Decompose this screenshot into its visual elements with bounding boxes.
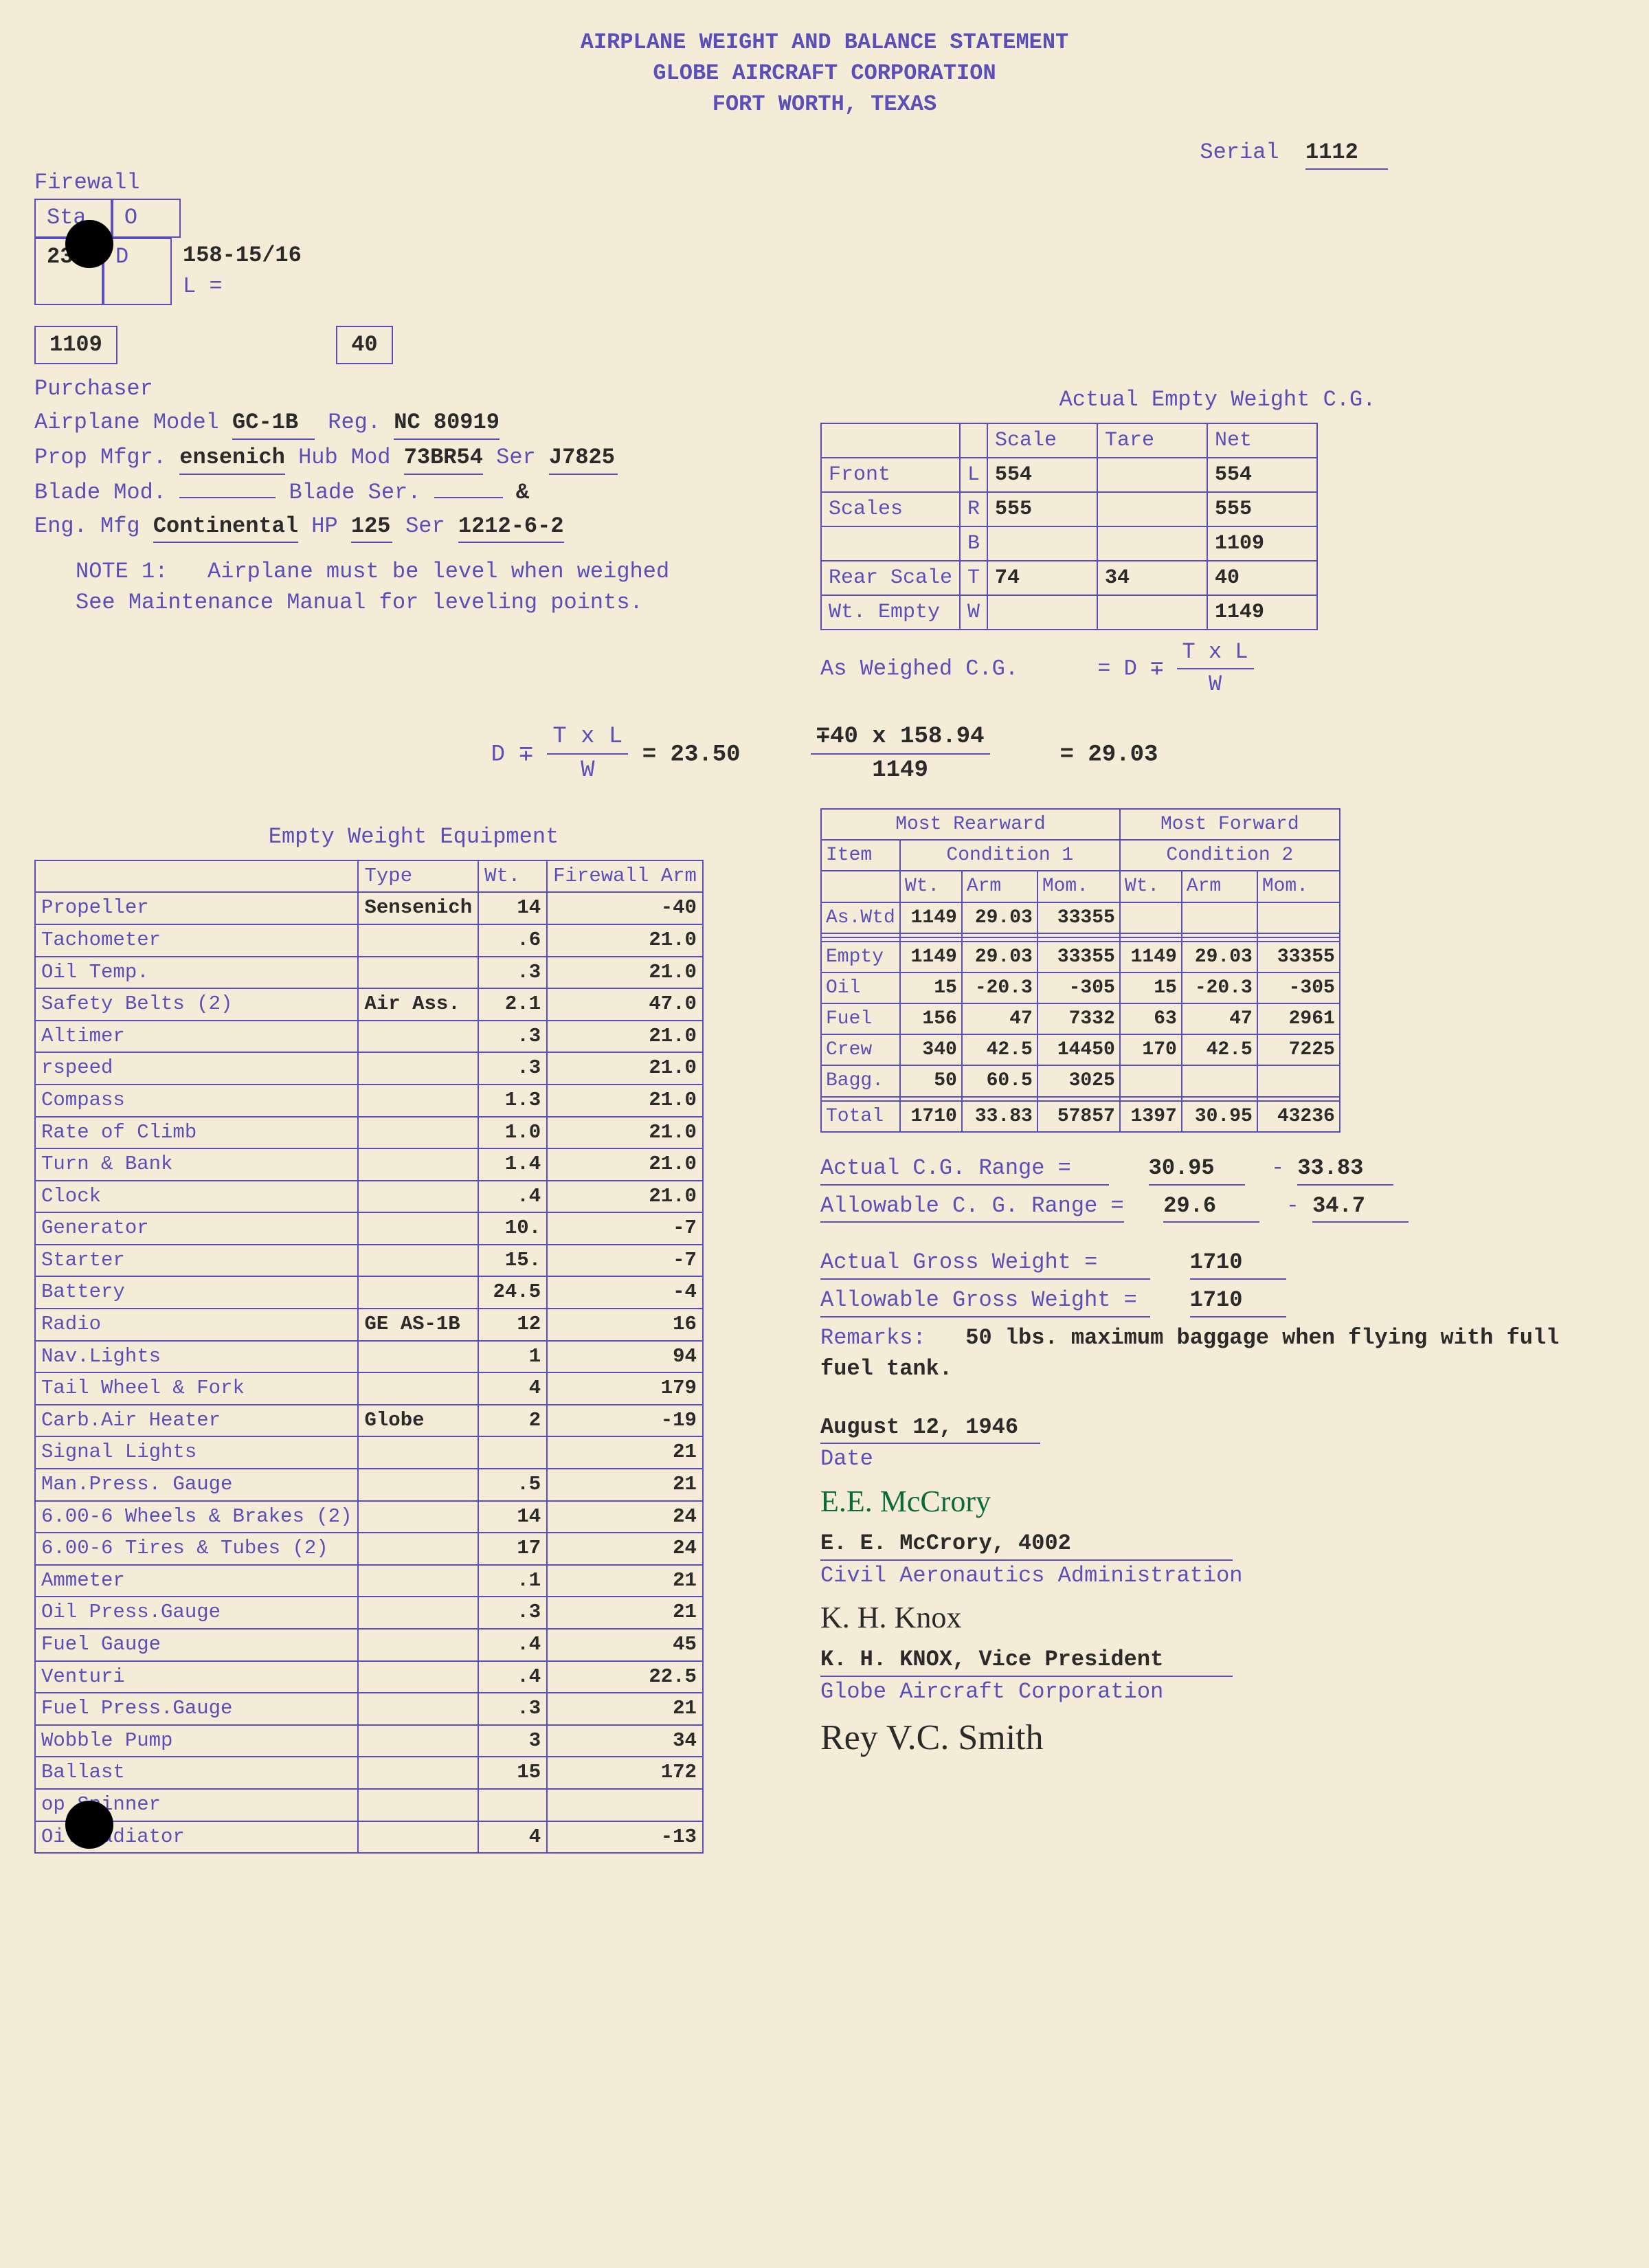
table-row: Oil Press.Gauge.321 <box>35 1597 703 1629</box>
note-1: NOTE 1: Airplane must be level when weig… <box>76 557 694 619</box>
table-row: FrontL554554 <box>821 458 1317 492</box>
fw-val: 158-15/16 <box>183 243 302 268</box>
table-row: As.Wtd114929.0333355 <box>821 902 1340 933</box>
table-row: Man.Press. Gauge.521 <box>35 1469 703 1501</box>
table-row: Oil15-20.3-30515-20.3-305 <box>821 972 1340 1003</box>
table-row: Starter15.-7 <box>35 1245 703 1277</box>
table-row: Tachometer.621.0 <box>35 924 703 957</box>
table-row: 6.00-6 Wheels & Brakes (2)1424 <box>35 1501 703 1533</box>
header-line2: GLOBE AIRCRAFT CORPORATION <box>34 58 1615 89</box>
table-row: Nav.Lights194 <box>35 1341 703 1373</box>
serial-label: Serial <box>1200 140 1279 165</box>
table-row: Venturi.422.5 <box>35 1661 703 1693</box>
table-row: Compass1.321.0 <box>35 1085 703 1117</box>
table-row: Signal Lights21 <box>35 1436 703 1469</box>
prop-row: Prop Mfgr. ensenich Hub Mod 73BR54 Ser J… <box>34 443 793 475</box>
table-row: 6.00-6 Tires & Tubes (2)1724 <box>35 1533 703 1565</box>
fw-o: O <box>112 199 181 238</box>
punch-hole <box>65 1801 113 1849</box>
table-row: Tail Wheel & Fork4179 <box>35 1372 703 1405</box>
header-line3: FORT WORTH, TEXAS <box>34 89 1615 120</box>
fw-d: D <box>103 238 172 305</box>
condition-table: Most Rearward Most Forward Item Conditio… <box>820 808 1340 1133</box>
sig2-name: K. H. KNOX, Vice President <box>820 1645 1233 1677</box>
cg-title: Actual Empty Weight C.G. <box>820 385 1615 416</box>
blade-row: Blade Mod. Blade Ser. & <box>34 478 793 509</box>
as-weighed-formula: As Weighed C.G. = D ∓ T x LW <box>820 637 1615 700</box>
table-row: Rear ScaleT743440 <box>821 561 1317 595</box>
equip-title: Empty Weight Equipment <box>34 822 793 853</box>
date-label: Date <box>820 1444 1615 1475</box>
table-row: ScalesR555555 <box>821 492 1317 526</box>
table-row: PropellerSensenich14-40 <box>35 892 703 924</box>
table-row: Fuel15647733263472961 <box>821 1003 1340 1034</box>
actual-gross-weight: Actual Gross Weight = 1710 <box>820 1247 1615 1280</box>
sig2-org: Globe Aircraft Corporation <box>820 1677 1615 1708</box>
table-row: Fuel Gauge.445 <box>35 1629 703 1661</box>
document-header: AIRPLANE WEIGHT AND BALANCE STATEMENT GL… <box>34 27 1615 120</box>
table-row: B1109 <box>821 526 1317 561</box>
table-row: Wt. EmptyW1149 <box>821 595 1317 630</box>
signature-3: Rey V.C. Smith <box>820 1713 1615 1764</box>
model-row: Airplane Model GC-1B Reg. NC 80919 <box>34 408 793 440</box>
table-row: Oil Temp..321.0 <box>35 957 703 989</box>
remarks: Remarks: 50 lbs. maximum baggage when fl… <box>820 1323 1615 1385</box>
table-row: Crew34042.51445017042.57225 <box>821 1034 1340 1065</box>
table-row: Safety Belts (2)Air Ass.2.147.0 <box>35 988 703 1021</box>
date-value: August 12, 1946 <box>820 1412 1040 1445</box>
table-row: Oil Radiator4-13 <box>35 1821 703 1854</box>
table-row: Wobble Pump334 <box>35 1725 703 1757</box>
table-row: Generator10.-7 <box>35 1212 703 1245</box>
equipment-table: Type Wt. Firewall Arm PropellerSensenich… <box>34 860 704 1854</box>
purchaser-label: Purchaser <box>34 374 793 405</box>
table-row: Empty114929.0333355114929.0333355 <box>821 942 1340 972</box>
table-row: Ballast15172 <box>35 1757 703 1789</box>
box-b: 40 <box>336 326 392 365</box>
table-row: Fuel Press.Gauge.321 <box>35 1693 703 1725</box>
signature-1: E.E. McCrory <box>820 1480 1615 1523</box>
signature-2: K. H. Knox <box>820 1597 1615 1639</box>
allowable-cg-range: Allowable C. G. Range = 29.6 - 34.7 <box>820 1191 1615 1223</box>
table-row: rspeed.321.0 <box>35 1052 703 1085</box>
sig1-org: Civil Aeronautics Administration <box>820 1561 1615 1592</box>
table-row: Ammeter.121 <box>35 1565 703 1597</box>
table-row: Carb.Air HeaterGlobe2-19 <box>35 1405 703 1437</box>
calculation-line: D ∓ T x LW = 23.50 ∓40 x 158.941149 = 29… <box>34 721 1615 788</box>
sig1-name: E. E. McCrory, 4002 <box>820 1528 1233 1561</box>
table-row: Rate of Climb1.021.0 <box>35 1117 703 1149</box>
box-a: 1109 <box>34 326 117 365</box>
signature-block: August 12, 1946 Date E.E. McCrory E. E. … <box>820 1412 1615 1764</box>
table-row: RadioGE AS-1B1216 <box>35 1309 703 1341</box>
cg-table: Scale Tare Net FrontL554554 ScalesR55555… <box>820 423 1318 630</box>
eng-row: Eng. Mfg Continental HP 125 Ser 1212-6-2 <box>34 511 793 544</box>
actual-cg-range: Actual C.G. Range = 30.95 - 33.83 <box>820 1153 1615 1186</box>
table-row: op Spinner <box>35 1789 703 1821</box>
punch-hole <box>65 220 113 268</box>
table-row: Clock.421.0 <box>35 1181 703 1213</box>
serial-field: Serial 1112 <box>1200 137 1388 170</box>
header-line1: AIRPLANE WEIGHT AND BALANCE STATEMENT <box>34 27 1615 58</box>
fw-l: L = <box>183 274 223 299</box>
table-row: Turn & Bank1.421.0 <box>35 1148 703 1181</box>
table-row: Bagg.5060.53025 <box>821 1065 1340 1096</box>
table-row: Battery24.5-4 <box>35 1276 703 1309</box>
allowable-gross-weight: Allowable Gross Weight = 1710 <box>820 1285 1615 1318</box>
firewall-title: Firewall <box>34 168 313 199</box>
table-row: Altimer.321.0 <box>35 1021 703 1053</box>
table-row: Total171033.8357857139730.9543236 <box>821 1101 1340 1132</box>
serial-value: 1112 <box>1305 137 1388 170</box>
